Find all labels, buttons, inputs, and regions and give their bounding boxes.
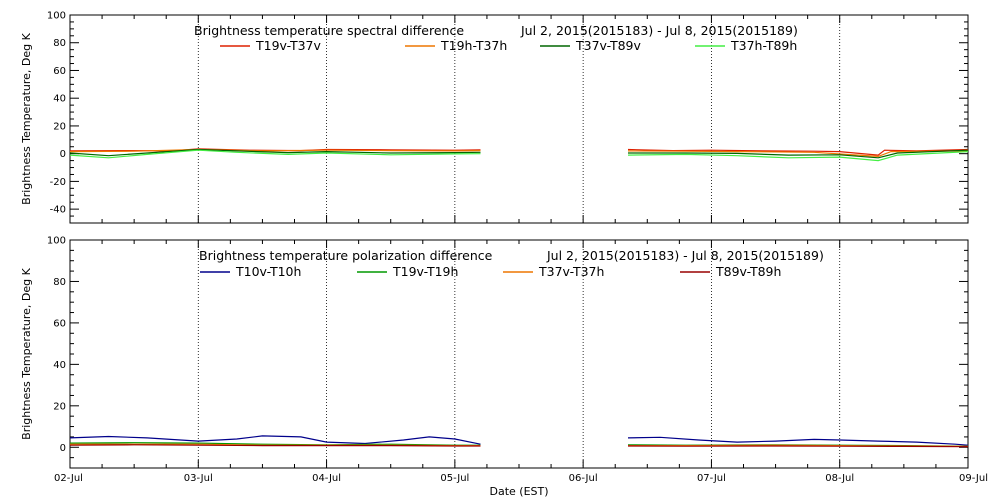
x-tick-label: 05-Jul xyxy=(440,473,469,484)
y-tick-label: -20 xyxy=(50,177,66,188)
y-tick-label: 60 xyxy=(53,318,66,329)
legend-entry: T37h-T89h xyxy=(730,38,797,53)
plot-frame xyxy=(69,14,969,224)
y-axis-title: Brightness Temperature, Deg K xyxy=(20,267,33,439)
series-line xyxy=(627,150,969,158)
series-line xyxy=(627,151,969,162)
legend-entry: T19v-T37v xyxy=(255,38,322,53)
x-tick-label: 03-Jul xyxy=(184,473,213,484)
x-tick-label: 07-Jul xyxy=(697,473,726,484)
y-tick-label: 40 xyxy=(53,360,66,371)
legend-entry: T19v-T19h xyxy=(392,264,458,279)
y-axis-title: Brightness Temperature, Deg K xyxy=(20,32,33,204)
date-range: Jul 2, 2015(2015183) - Jul 8, 2015(20151… xyxy=(520,23,798,38)
y-tick-label: 0 xyxy=(60,149,66,160)
legend-entry: T37v-T37h xyxy=(538,264,604,279)
panel-title: Brightness temperature spectral differen… xyxy=(194,23,464,38)
series-line xyxy=(627,445,969,448)
legend-entry: T10v-T10h xyxy=(235,264,301,279)
y-tick-label: 100 xyxy=(47,236,66,247)
series-line xyxy=(69,148,481,157)
series-line xyxy=(627,436,969,446)
x-tick-label: 09-Jul xyxy=(959,473,988,484)
y-tick-label: 20 xyxy=(53,401,66,412)
legend-entry: T89v-T89h xyxy=(715,264,781,279)
chart-panel-1: 100 80 60 40 20 0 -20 -40 Brightness Temperature… xyxy=(20,11,969,224)
series-line xyxy=(627,148,969,156)
y-tick-label: 0 xyxy=(60,443,66,454)
series-line xyxy=(69,435,481,445)
plot-frame xyxy=(69,239,969,469)
y-tick-label: -40 xyxy=(50,205,66,216)
series-line xyxy=(69,148,481,153)
x-tick-label: 06-Jul xyxy=(569,473,598,484)
y-tick-label: 80 xyxy=(53,277,66,288)
x-tick-label: 08-Jul xyxy=(825,473,854,484)
y-tick-label: 100 xyxy=(47,11,66,22)
x-axis-title: Date (EST) xyxy=(489,485,548,498)
y-tick-label: 40 xyxy=(53,94,66,105)
series-line xyxy=(69,444,481,447)
date-range: Jul 2, 2015(2015183) - Jul 8, 2015(20151… xyxy=(546,248,824,263)
y-tick-label: 60 xyxy=(53,66,66,77)
x-tick-label: 02-Jul xyxy=(54,473,83,484)
series-line xyxy=(69,149,481,159)
x-tick-label: 04-Jul xyxy=(312,473,341,484)
panel-title: Brightness temperature polarization diff… xyxy=(199,248,493,263)
chart-panel-2: 100 80 60 40 20 0 02-Jul 03-Jul 04-Jul 05-Jul 06-J… xyxy=(20,236,988,499)
y-tick-label: 20 xyxy=(53,121,66,132)
series-line xyxy=(628,149,969,159)
legend-entry: T19h-T37h xyxy=(440,38,507,53)
legend-entry: T37v-T89v xyxy=(575,38,642,53)
y-tick-label: 80 xyxy=(53,38,66,49)
